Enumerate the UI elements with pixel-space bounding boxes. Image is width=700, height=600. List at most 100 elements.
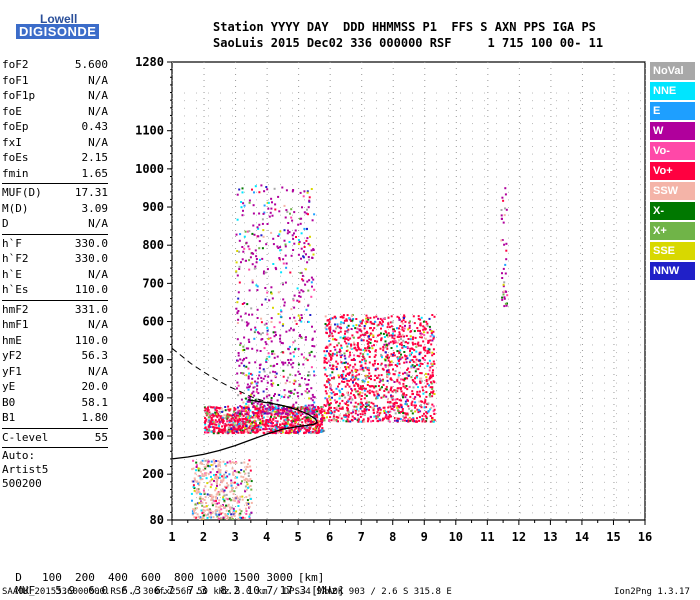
x-tick-label: 7	[358, 530, 365, 544]
grid-dot	[292, 489, 293, 491]
grid-dot	[544, 222, 545, 224]
grid-dot	[235, 410, 237, 411]
grid-dot	[581, 494, 583, 495]
grid-dot	[424, 404, 426, 405]
grid-dot	[340, 283, 341, 285]
grid-dot	[268, 161, 269, 163]
echo-point	[208, 411, 211, 414]
echo-point	[290, 428, 293, 431]
echo-point	[315, 432, 318, 435]
grid-dot	[616, 336, 617, 338]
grid-dot	[556, 367, 557, 369]
echo-point	[264, 425, 267, 428]
grid-dot	[616, 207, 617, 209]
grid-dot	[472, 504, 473, 506]
echo-point	[372, 407, 375, 410]
grid-dot	[298, 518, 300, 519]
grid-dot	[496, 207, 497, 209]
grid-dot	[487, 440, 489, 441]
echo-point	[253, 419, 256, 422]
grid-dot	[628, 481, 629, 483]
grid-dot	[266, 476, 268, 477]
grid-dot	[628, 504, 629, 506]
grid-dot	[268, 130, 269, 132]
grid-dot	[472, 466, 473, 468]
grid-dot	[388, 474, 389, 476]
grid-dot	[244, 123, 245, 125]
grid-dot	[518, 422, 520, 423]
grid-dot	[455, 476, 457, 477]
grid-dot	[184, 161, 185, 163]
grid-dot	[298, 104, 300, 105]
echo-point	[207, 416, 210, 419]
echo-point	[221, 416, 224, 419]
grid-dot	[220, 344, 221, 346]
grid-dot	[172, 158, 173, 159]
grid-dot	[613, 224, 615, 225]
grid-dot	[376, 428, 377, 430]
echo-point	[301, 417, 304, 420]
grid-dot	[640, 161, 641, 163]
grid-dot	[352, 474, 353, 476]
grid-dot	[616, 153, 617, 155]
echo-point	[266, 431, 269, 434]
grid-dot	[520, 161, 521, 163]
grid-dot	[196, 512, 197, 514]
grid-dot	[550, 482, 552, 483]
grid-dot	[292, 504, 293, 506]
grid-dot	[196, 237, 197, 239]
echo-point	[315, 415, 317, 418]
grid-dot	[203, 200, 205, 201]
grid-dot	[304, 489, 305, 491]
grid-dot	[455, 350, 457, 351]
grid-dot	[460, 92, 461, 94]
grid-dot	[640, 329, 641, 331]
echo-point	[300, 406, 303, 409]
grid-dot	[256, 107, 257, 109]
grid-dot	[329, 182, 331, 183]
grid-dot	[235, 380, 237, 381]
grid-dot	[455, 116, 457, 117]
echo-point	[225, 414, 228, 417]
grid-dot	[613, 290, 615, 291]
grid-dot	[532, 436, 533, 438]
grid-dot	[580, 252, 581, 254]
parameter-row: foF1p N/A	[2, 88, 108, 104]
grid-dot	[581, 272, 583, 273]
grid-dot	[304, 352, 305, 354]
grid-dot	[544, 512, 545, 514]
echo-point	[207, 406, 209, 409]
grid-dot	[487, 368, 489, 369]
grid-dot	[640, 474, 641, 476]
grid-dot	[640, 359, 641, 361]
grid-dot	[400, 92, 401, 94]
grid-dot	[487, 62, 489, 63]
echo-point	[259, 424, 262, 427]
grid-dot	[484, 252, 485, 254]
grid-dot	[392, 398, 394, 399]
echo-point	[391, 336, 394, 339]
grid-dot	[424, 168, 425, 170]
grid-dot	[340, 229, 341, 231]
grid-dot	[361, 218, 363, 219]
grid-dot	[329, 458, 331, 459]
grid-dot	[424, 248, 426, 249]
echo-point	[240, 430, 243, 433]
grid-dot	[484, 191, 485, 193]
grid-dot	[329, 98, 331, 99]
grid-dot	[329, 146, 331, 147]
echo-point	[273, 413, 276, 416]
grid-dot	[604, 123, 605, 125]
grid-dot	[203, 428, 205, 429]
echo-point	[216, 409, 218, 412]
grid-dot	[544, 237, 545, 239]
grid-dot	[592, 268, 593, 270]
grid-dot	[266, 296, 268, 297]
grid-dot	[424, 489, 425, 491]
echo-point	[258, 413, 261, 416]
grid-dot	[268, 336, 269, 338]
grid-dot	[448, 237, 449, 239]
echo-point	[408, 385, 411, 388]
grid-dot	[472, 428, 473, 430]
grid-dot	[640, 283, 641, 285]
